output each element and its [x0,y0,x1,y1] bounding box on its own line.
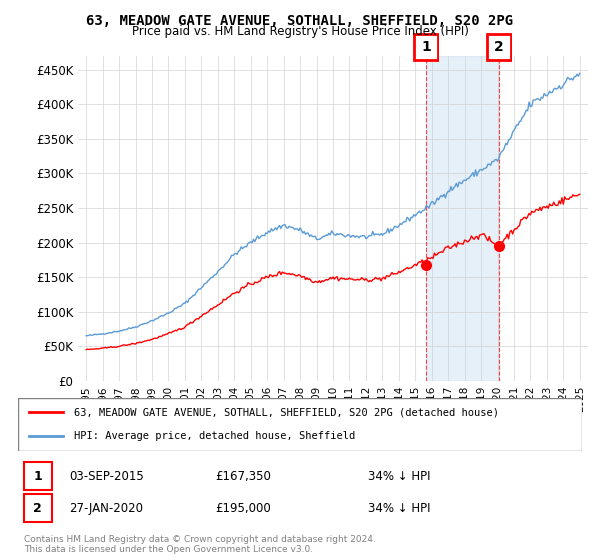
Text: 34% ↓ HPI: 34% ↓ HPI [368,470,430,483]
Text: Price paid vs. HM Land Registry's House Price Index (HPI): Price paid vs. HM Land Registry's House … [131,25,469,38]
Text: £167,350: £167,350 [215,470,271,483]
Text: 34% ↓ HPI: 34% ↓ HPI [368,502,430,515]
Text: HPI: Average price, detached house, Sheffield: HPI: Average price, detached house, Shef… [74,431,356,441]
FancyBboxPatch shape [23,494,52,522]
Text: 2: 2 [34,502,42,515]
Text: Contains HM Land Registry data © Crown copyright and database right 2024.
This d: Contains HM Land Registry data © Crown c… [24,535,376,554]
Text: 63, MEADOW GATE AVENUE, SOTHALL, SHEFFIELD, S20 2PG (detached house): 63, MEADOW GATE AVENUE, SOTHALL, SHEFFIE… [74,408,499,418]
Text: 1: 1 [34,469,42,483]
FancyBboxPatch shape [487,34,511,60]
Text: £195,000: £195,000 [215,502,271,515]
Bar [426,56,499,381]
Text: 1: 1 [421,40,431,54]
Text: 2: 2 [494,40,503,54]
FancyBboxPatch shape [18,398,582,451]
Text: 63, MEADOW GATE AVENUE, SOTHALL, SHEFFIELD, S20 2PG: 63, MEADOW GATE AVENUE, SOTHALL, SHEFFIE… [86,14,514,28]
FancyBboxPatch shape [23,462,52,490]
Text: 27-JAN-2020: 27-JAN-2020 [69,502,143,515]
Text: 03-SEP-2015: 03-SEP-2015 [69,470,143,483]
FancyBboxPatch shape [415,34,438,60]
